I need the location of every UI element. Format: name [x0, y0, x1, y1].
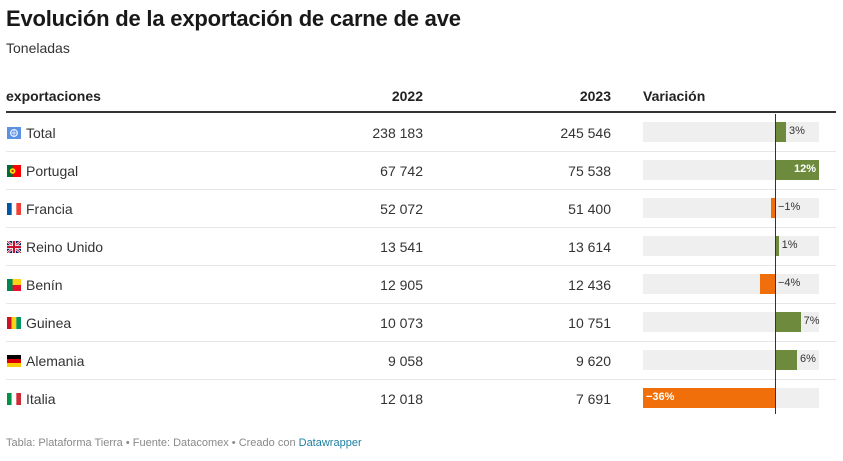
variation-track: 7% — [643, 312, 820, 332]
variation-bar — [643, 388, 775, 408]
variation-label: 1% — [781, 239, 798, 251]
variation-bar — [775, 312, 801, 332]
variation-bar — [760, 274, 775, 294]
table-row: Italia 12 018 7 691 −36% — [6, 380, 836, 418]
datawrapper-link[interactable]: Datawrapper — [298, 437, 362, 449]
row-name: Reino Unido — [26, 239, 104, 255]
column-header-2023[interactable]: 2023 — [579, 88, 611, 104]
value-2023: 75 538 — [568, 163, 611, 179]
column-header-variacion[interactable]: Variación — [643, 88, 706, 104]
chart-subtitle: Toneladas — [6, 40, 70, 56]
variation-track: 12% — [643, 160, 819, 180]
footer-text: Tabla: Plataforma Tierra • Fuente: Datac… — [6, 437, 299, 449]
value-2023: 245 546 — [560, 125, 611, 141]
value-2022: 238 183 — [372, 125, 423, 141]
variation-track: 3% — [643, 122, 819, 142]
variation-track: −1% — [643, 198, 819, 218]
variation-bar — [775, 236, 779, 256]
variation-label: −36% — [646, 391, 675, 403]
table-row: Francia 52 072 51 400 −1% — [6, 190, 836, 228]
variation-label: 7% — [803, 315, 820, 327]
variation-label: 3% — [789, 125, 805, 137]
variation-label: −1% — [778, 201, 801, 213]
row-name: Alemania — [26, 353, 85, 369]
value-2023: 7 691 — [575, 391, 611, 407]
germany-flag-icon — [7, 355, 21, 367]
value-2023: 10 751 — [568, 315, 611, 331]
zero-axis-line — [775, 114, 776, 414]
variation-bar — [775, 122, 786, 142]
row-name: Italia — [26, 391, 56, 407]
value-2022: 12 905 — [380, 277, 423, 293]
variation-label: −4% — [778, 277, 801, 289]
row-name: Francia — [26, 201, 73, 217]
table-row: Total 238 183 245 546 3% — [6, 114, 836, 152]
uk-flag-icon — [7, 241, 21, 253]
table-row: Benín 12 905 12 436 −4% — [6, 266, 836, 304]
guinea-flag-icon — [7, 317, 21, 329]
variation-track: −36% — [643, 388, 819, 408]
france-flag-icon — [7, 203, 21, 215]
value-2022: 13 541 — [380, 239, 423, 255]
value-2023: 9 620 — [575, 353, 611, 369]
value-2022: 10 073 — [380, 315, 423, 331]
table-row: Guinea 10 073 10 751 7% — [6, 304, 836, 342]
table-row: Portugal 67 742 75 538 12% — [6, 152, 836, 190]
variation-track: 6% — [643, 350, 819, 370]
value-2022: 12 018 — [380, 391, 423, 407]
variation-label: 12% — [793, 163, 816, 175]
value-2022: 9 058 — [387, 353, 423, 369]
table-row: Alemania 9 058 9 620 6% — [6, 342, 836, 380]
value-2022: 52 072 — [380, 201, 423, 217]
variation-track: 1% — [643, 236, 819, 256]
chart-title: Evolución de la exportación de carne de … — [6, 6, 461, 31]
column-header-2022[interactable]: 2022 — [391, 88, 423, 104]
value-2022: 67 742 — [380, 163, 423, 179]
variation-bar — [775, 160, 819, 180]
variation-track: −4% — [643, 274, 819, 294]
world-flag-icon — [7, 127, 21, 139]
footer-credits: Tabla: Plataforma Tierra • Fuente: Datac… — [6, 437, 362, 449]
table-header: exportaciones 2022 2023 Variación — [6, 76, 836, 113]
row-name: Guinea — [26, 315, 72, 331]
value-2023: 12 436 — [568, 277, 611, 293]
row-name: Total — [26, 125, 56, 141]
variation-label: 6% — [800, 353, 816, 365]
variation-bar — [775, 350, 797, 370]
italy-flag-icon — [7, 393, 21, 405]
variation-bar — [771, 198, 775, 218]
value-2023: 51 400 — [568, 201, 611, 217]
value-2023: 13 614 — [568, 239, 611, 255]
portugal-flag-icon — [7, 165, 21, 177]
table-row: Reino Unido 13 541 13 614 1% — [6, 228, 836, 266]
row-name: Benín — [26, 277, 63, 293]
row-name: Portugal — [26, 163, 79, 179]
benin-flag-icon — [7, 279, 21, 291]
column-header-exportaciones[interactable]: exportaciones — [6, 88, 101, 104]
